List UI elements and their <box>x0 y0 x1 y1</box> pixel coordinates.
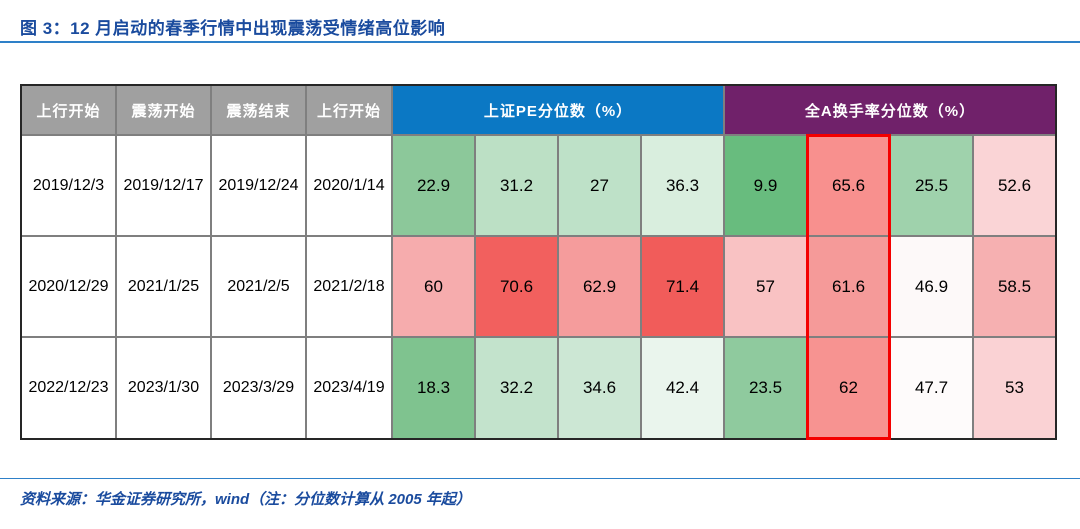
column-header-uptrend-start-2: 上行开始 <box>307 86 391 134</box>
date-cell: 2021/2/18 <box>307 237 391 336</box>
value-cell: 9.9 <box>725 136 806 235</box>
value-cell: 60 <box>393 237 474 336</box>
date-cell: 2021/1/25 <box>117 237 210 336</box>
value-cell: 32.2 <box>476 338 557 438</box>
value-cell: 62.9 <box>559 237 640 336</box>
table-grid: 上行开始 震荡开始 震荡结束 上行开始 上证PE分位数（%） 全A换手率分位数（… <box>20 84 1057 440</box>
title-divider <box>0 41 1080 43</box>
value-cell: 18.3 <box>393 338 474 438</box>
date-cell: 2020/12/29 <box>22 237 115 336</box>
footer-divider <box>0 478 1080 479</box>
value-cell-highlighted: 62 <box>808 338 889 438</box>
date-cell: 2021/2/5 <box>212 237 305 336</box>
value-cell: 47.7 <box>891 338 972 438</box>
value-cell: 27 <box>559 136 640 235</box>
group-header-alla-turnover-percentile: 全A换手率分位数（%） <box>725 86 1055 134</box>
date-cell: 2019/12/17 <box>117 136 210 235</box>
value-cell: 52.6 <box>974 136 1055 235</box>
value-cell: 57 <box>725 237 806 336</box>
date-cell: 2022/12/23 <box>22 338 115 438</box>
value-cell: 25.5 <box>891 136 972 235</box>
date-cell: 2019/12/24 <box>212 136 305 235</box>
column-header-uptrend-start-1: 上行开始 <box>22 86 115 134</box>
column-header-oscillation-end: 震荡结束 <box>212 86 305 134</box>
value-cell: 23.5 <box>725 338 806 438</box>
value-cell: 58.5 <box>974 237 1055 336</box>
date-cell: 2019/12/3 <box>22 136 115 235</box>
value-cell: 70.6 <box>476 237 557 336</box>
date-cell: 2020/1/14 <box>307 136 391 235</box>
value-cell: 22.9 <box>393 136 474 235</box>
source-note: 资料来源：华金证券研究所，wind（注：分位数计算从 2005 年起） <box>20 491 471 508</box>
value-cell-highlighted: 65.6 <box>808 136 889 235</box>
figure-title: 图 3：12 月启动的春季行情中出现震荡受情绪高位影响 <box>20 19 446 38</box>
column-header-oscillation-start: 震荡开始 <box>117 86 210 134</box>
value-cell: 46.9 <box>891 237 972 336</box>
value-cell: 34.6 <box>559 338 640 438</box>
value-cell: 36.3 <box>642 136 723 235</box>
group-header-sse-pe-percentile: 上证PE分位数（%） <box>393 86 723 134</box>
value-cell-highlighted: 61.6 <box>808 237 889 336</box>
date-cell: 2023/1/30 <box>117 338 210 438</box>
value-cell: 53 <box>974 338 1055 438</box>
data-table: 上行开始 震荡开始 震荡结束 上行开始 上证PE分位数（%） 全A换手率分位数（… <box>20 84 1057 440</box>
value-cell: 31.2 <box>476 136 557 235</box>
date-cell: 2023/4/19 <box>307 338 391 438</box>
date-cell: 2023/3/29 <box>212 338 305 438</box>
value-cell: 42.4 <box>642 338 723 438</box>
value-cell: 71.4 <box>642 237 723 336</box>
